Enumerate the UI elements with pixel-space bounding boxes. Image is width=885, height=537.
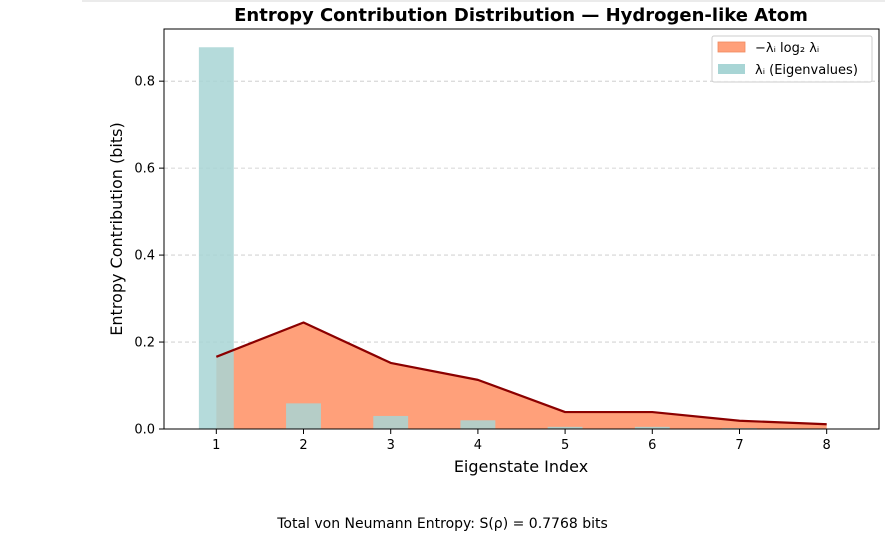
top-edge-bar: [82, 0, 885, 2]
chart-title: Entropy Contribution Distribution — Hydr…: [234, 5, 808, 26]
x-axis-ticks: 1 2 3 4 5 6 7 8: [212, 429, 831, 453]
y-axis-ticks: 0.0 0.2 0.4 0.6 0.8: [134, 75, 164, 438]
x-tick-label: 6: [648, 438, 656, 453]
eigenvalue-bar: [460, 420, 496, 429]
entropy-chart: Entropy Contribution Distribution — Hydr…: [107, 5, 880, 476]
eigenvalue-bar: [547, 426, 583, 429]
y-axis-label: Entropy Contribution (bits): [107, 122, 126, 335]
entropy-series-line: [215, 321, 827, 426]
y-tick-label: 0.8: [134, 75, 155, 90]
x-tick-label: 3: [387, 438, 395, 453]
legend-label-entropy: −λᵢ log₂ λᵢ: [755, 41, 819, 56]
y-tick-label: 0.4: [134, 249, 155, 264]
legend: −λᵢ log₂ λᵢ λᵢ (Eigenvalues): [711, 35, 873, 83]
x-axis-label: Eigenstate Index: [454, 457, 588, 476]
eigenvalue-bar: [286, 403, 321, 429]
legend-box: [711, 35, 873, 83]
x-tick-label: 4: [474, 438, 482, 453]
x-tick-label: 1: [212, 438, 220, 453]
plot-frame: [163, 28, 880, 430]
eigenvalue-bars: [198, 47, 845, 430]
legend-swatch-eigenvalues: [718, 64, 745, 74]
y-tick-label: 0.2: [134, 336, 155, 351]
x-tick-label: 7: [735, 438, 743, 453]
eigenvalue-bar: [373, 415, 409, 429]
total-entropy-footnote: Total von Neumann Entropy: S(ρ) = 0.7768…: [277, 516, 608, 532]
grid-lines: [164, 80, 879, 343]
entropy-area: [216, 322, 827, 429]
legend-label-eigenvalues: λᵢ (Eigenvalues): [755, 63, 858, 78]
x-tick-label: 5: [561, 438, 569, 453]
entropy-area-fill: [216, 322, 827, 429]
legend-swatch-entropy: [717, 41, 746, 53]
y-tick-label: 0.6: [134, 162, 155, 177]
x-tick-label: 2: [299, 438, 307, 453]
y-tick-label: 0.0: [134, 423, 155, 438]
eigenvalue-bar: [198, 47, 234, 430]
x-tick-label: 8: [823, 438, 831, 453]
eigenvalue-bar: [634, 426, 670, 429]
entropy-line: [215, 321, 827, 426]
